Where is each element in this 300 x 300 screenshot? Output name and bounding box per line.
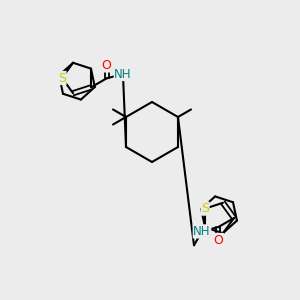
- Text: S: S: [58, 71, 66, 85]
- Text: NH: NH: [193, 225, 211, 238]
- Text: S: S: [201, 202, 209, 215]
- Text: O: O: [214, 233, 223, 247]
- Text: NH: NH: [114, 68, 132, 80]
- Text: O: O: [102, 59, 112, 72]
